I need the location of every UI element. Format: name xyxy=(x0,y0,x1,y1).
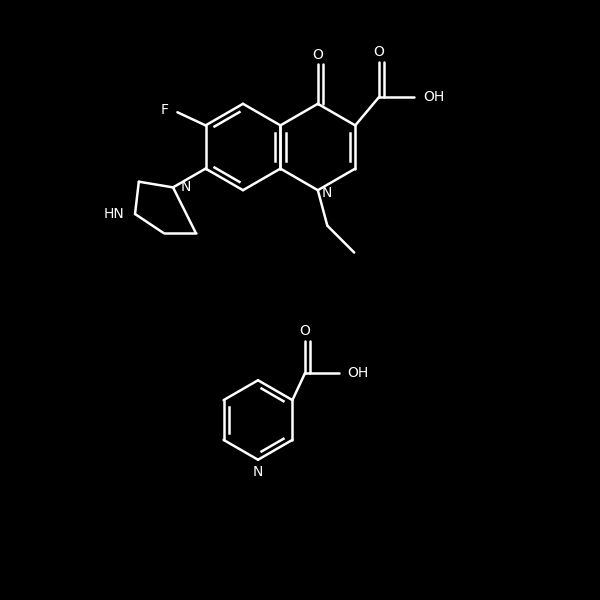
Text: F: F xyxy=(160,103,168,118)
Text: N: N xyxy=(253,465,263,479)
Text: O: O xyxy=(313,48,323,62)
Text: N: N xyxy=(181,181,191,194)
Text: O: O xyxy=(299,324,310,338)
Text: OH: OH xyxy=(347,366,368,380)
Text: OH: OH xyxy=(423,90,444,104)
Text: O: O xyxy=(373,45,384,59)
Text: N: N xyxy=(322,186,332,200)
Text: HN: HN xyxy=(104,207,124,221)
